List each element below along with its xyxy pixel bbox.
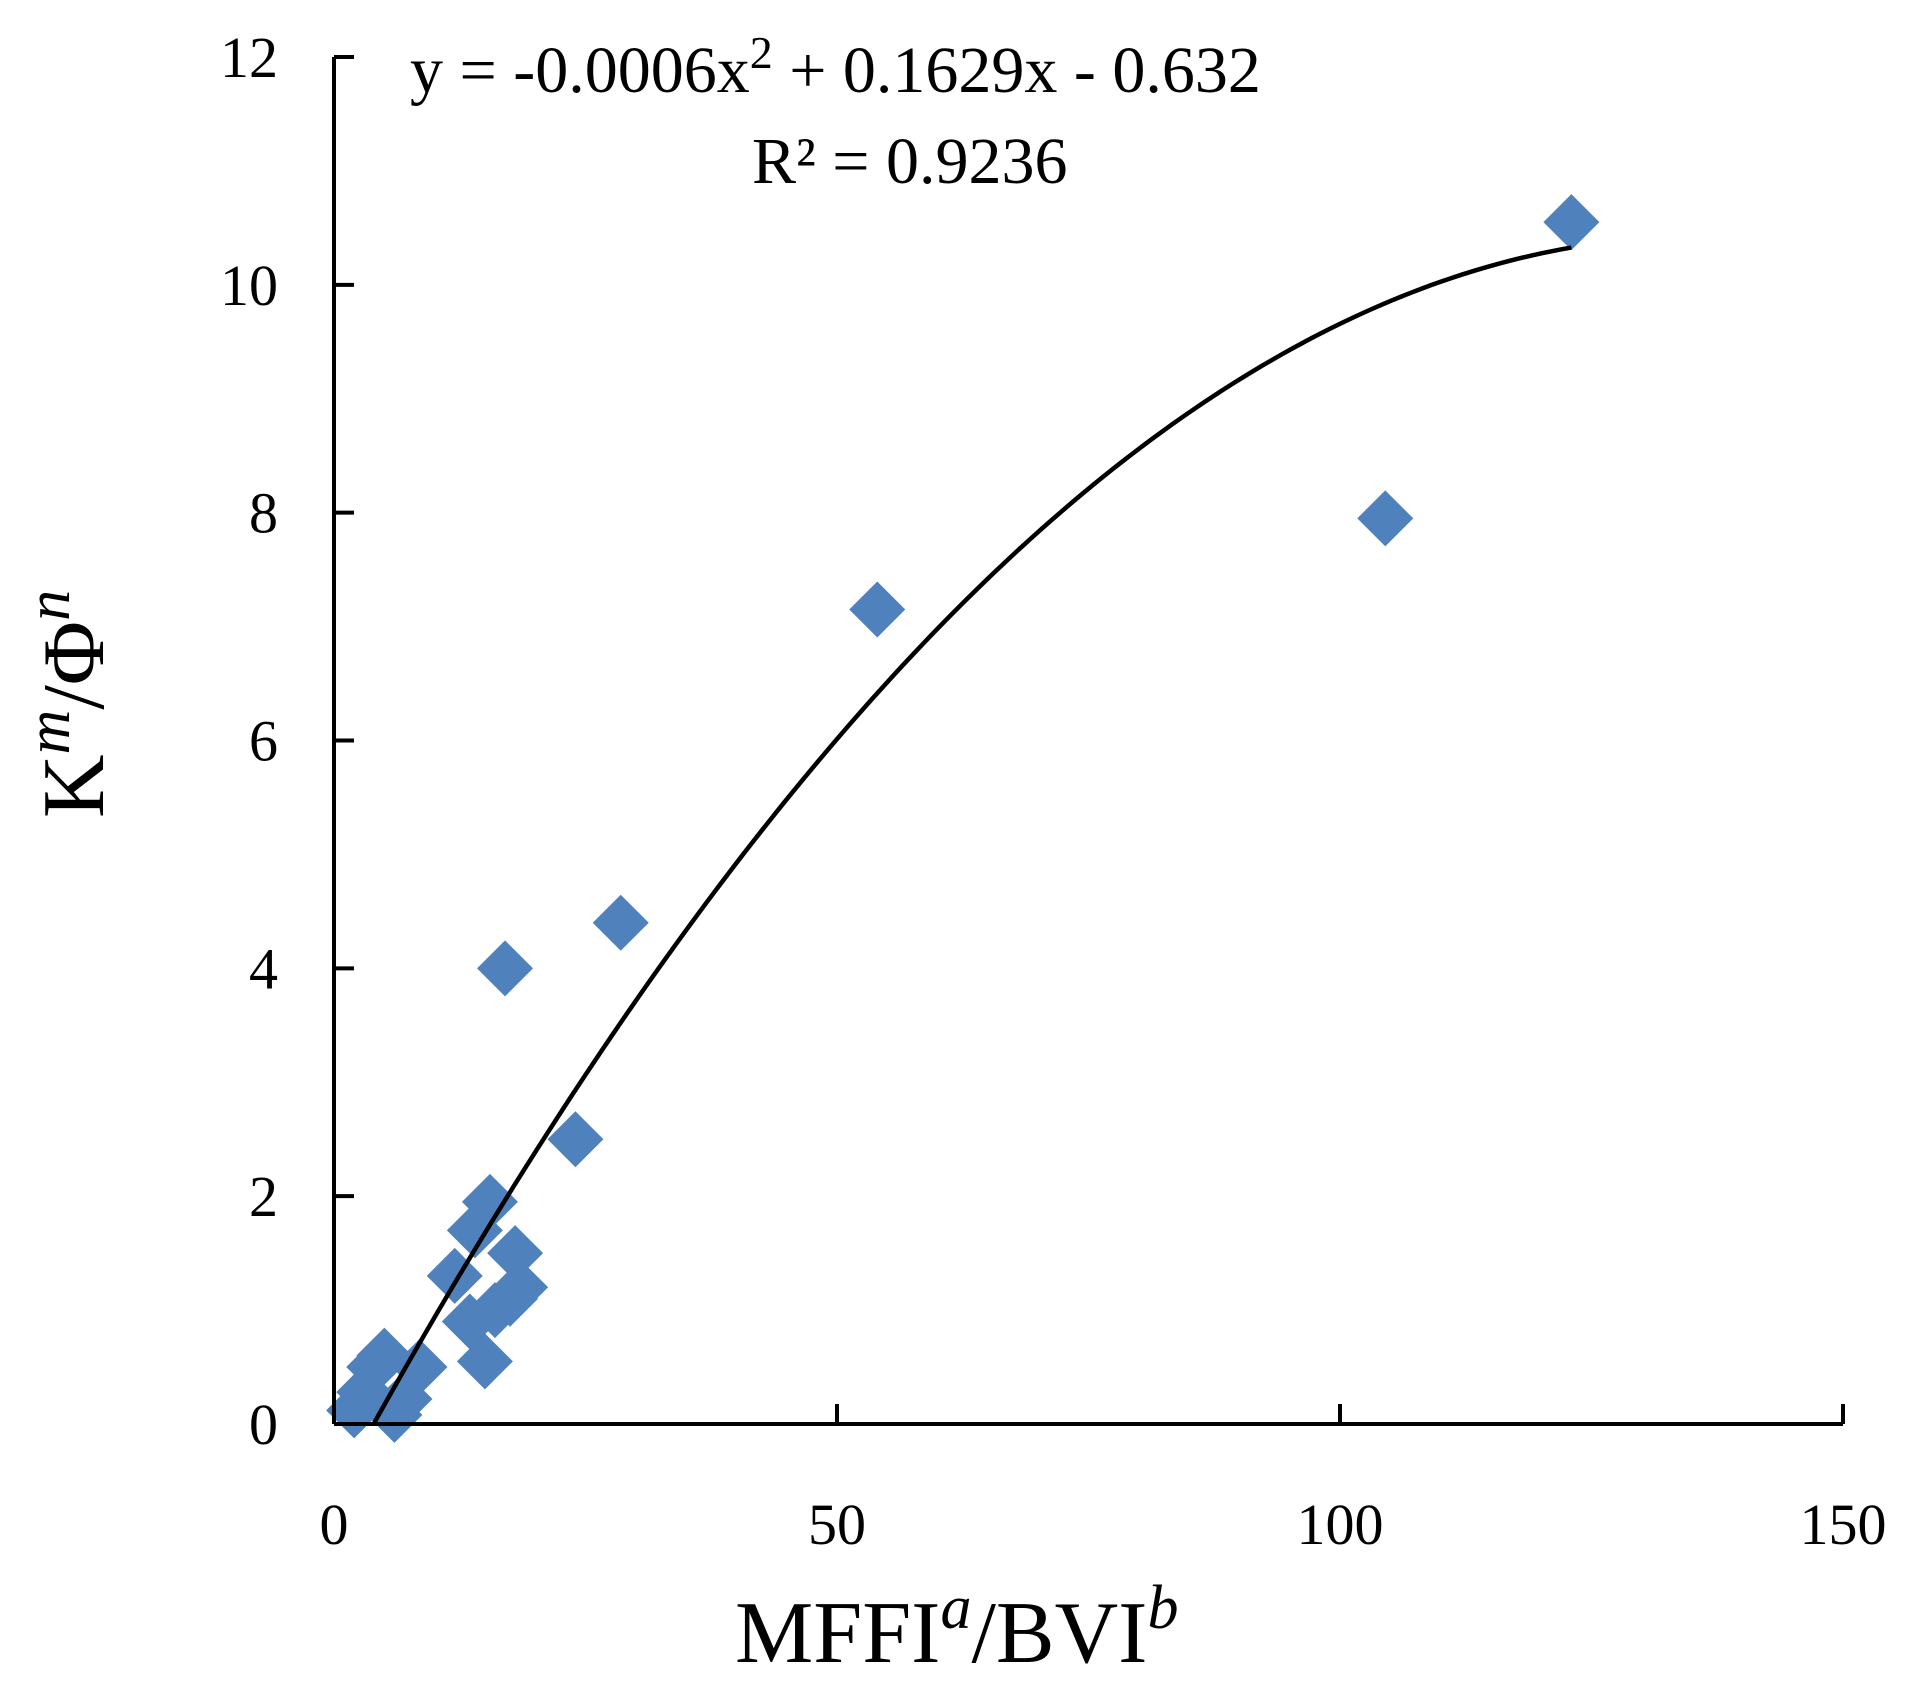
- data-point-21: [1357, 490, 1414, 547]
- y-axis-title: Km/Φn: [15, 590, 123, 818]
- data-point-19: [592, 894, 649, 951]
- x-tick-label-150: 150: [1800, 1492, 1887, 1557]
- x-tick-label-0: 0: [320, 1492, 349, 1557]
- y-tick-label-8: 8: [249, 481, 278, 546]
- data-point-20: [849, 581, 906, 638]
- trendline-layer: [372, 245, 1572, 1424]
- data-point-17: [492, 1259, 549, 1316]
- y-tick-label-2: 2: [249, 1164, 278, 1229]
- y-tick-label-10: 10: [220, 253, 278, 318]
- data-point-14: [477, 940, 534, 997]
- tick-labels: 0 2 4 6 8 10 12 0 50 100 150: [220, 25, 1887, 1557]
- y-tick-label-6: 6: [249, 709, 278, 774]
- data-point-18: [547, 1111, 604, 1168]
- r-squared-label: R² = 0.9236: [752, 125, 1068, 198]
- y-tick-label-0: 0: [249, 1392, 278, 1457]
- data-point-22: [1543, 194, 1600, 251]
- y-tick-label-4: 4: [249, 936, 278, 1001]
- y-tick-label-12: 12: [220, 25, 278, 90]
- data-points: [326, 194, 1600, 1443]
- data-point-16: [487, 1225, 544, 1282]
- tick-marks: [332, 55, 1845, 1426]
- trendline: [372, 245, 1572, 1424]
- data-point-12: [461, 1173, 518, 1230]
- x-tick-label-100: 100: [1297, 1492, 1384, 1557]
- x-axis-title: MFFIa/BVIb: [735, 1574, 1178, 1682]
- x-tick-label-50: 50: [808, 1492, 866, 1557]
- trendline-equation: y = -0.0006x2 + 0.1629x - 0.632: [410, 27, 1261, 107]
- data-point-7: [391, 1339, 448, 1396]
- axes: [332, 57, 1843, 1426]
- data-point-11: [456, 1333, 513, 1390]
